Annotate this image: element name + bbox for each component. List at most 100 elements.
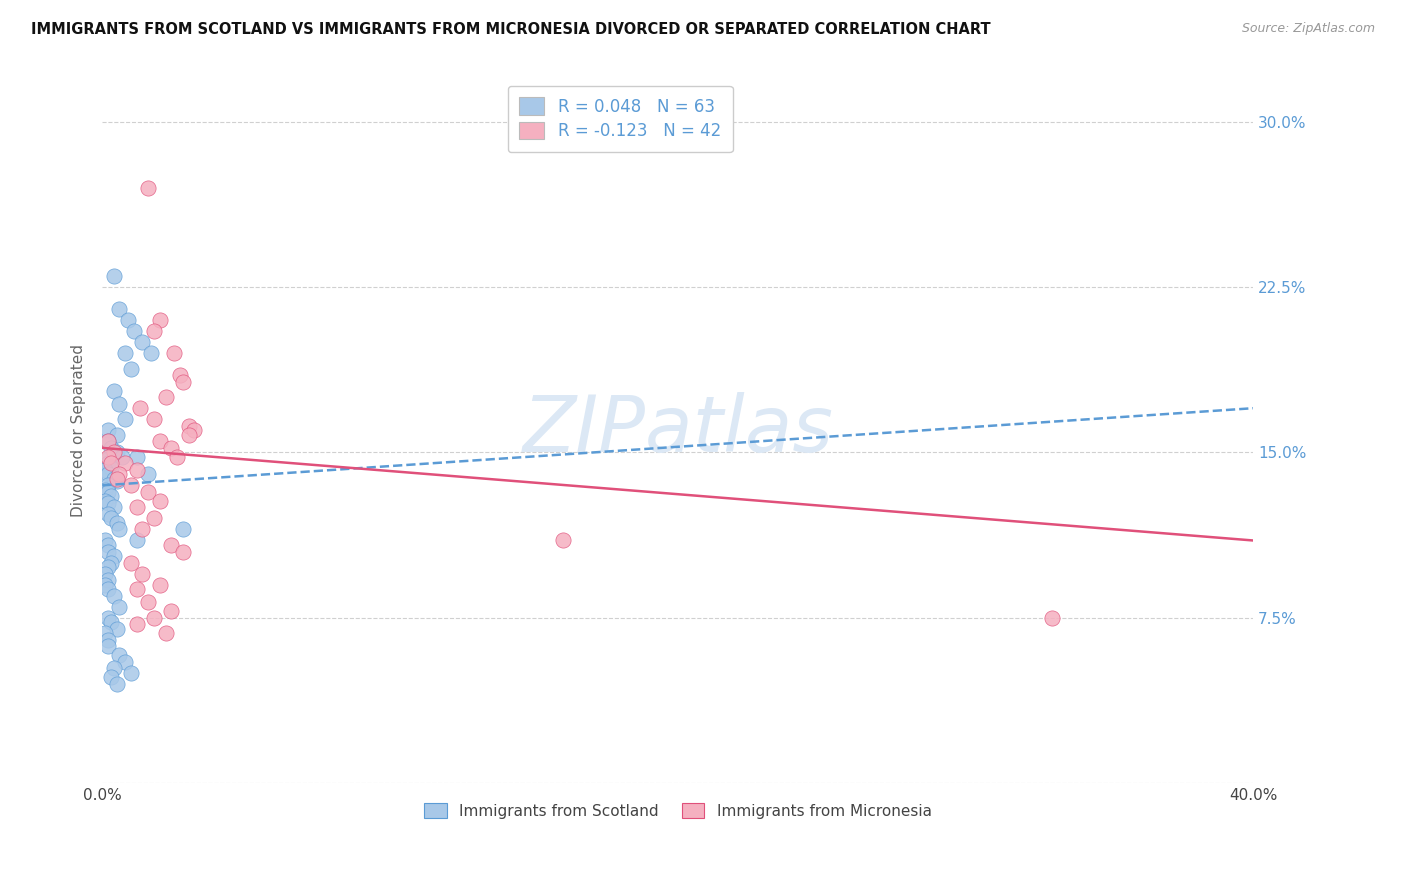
- Point: [160, 538, 183, 552]
- Point: [97, 451, 120, 466]
- Text: ZIPatlas: ZIPatlas: [522, 392, 834, 468]
- Point: [149, 313, 172, 327]
- Point: [139, 346, 162, 360]
- Point: [103, 661, 125, 675]
- Point: [94, 483, 117, 497]
- Point: [120, 361, 142, 376]
- Point: [172, 523, 194, 537]
- Point: [155, 626, 177, 640]
- Point: [143, 324, 166, 338]
- Point: [105, 445, 128, 459]
- Point: [183, 423, 205, 437]
- Point: [155, 390, 177, 404]
- Point: [131, 566, 153, 581]
- Point: [136, 467, 159, 482]
- Point: [143, 412, 166, 426]
- Point: [136, 180, 159, 194]
- Point: [100, 460, 122, 475]
- Point: [94, 577, 117, 591]
- Point: [97, 538, 120, 552]
- Point: [97, 434, 120, 449]
- Point: [103, 384, 125, 398]
- Point: [103, 549, 125, 563]
- Point: [172, 544, 194, 558]
- Point: [108, 301, 131, 316]
- Point: [97, 423, 120, 437]
- Point: [125, 533, 148, 548]
- Point: [97, 632, 120, 647]
- Point: [128, 401, 150, 416]
- Point: [97, 467, 120, 482]
- Point: [97, 485, 120, 500]
- Point: [97, 496, 120, 510]
- Point: [108, 467, 131, 482]
- Point: [97, 560, 120, 574]
- Point: [143, 610, 166, 624]
- Point: [149, 493, 172, 508]
- Point: [103, 472, 125, 486]
- Y-axis label: Divorced or Separated: Divorced or Separated: [72, 343, 86, 516]
- Point: [105, 516, 128, 530]
- Point: [149, 577, 172, 591]
- Point: [103, 589, 125, 603]
- Point: [136, 485, 159, 500]
- Point: [114, 456, 136, 470]
- Point: [100, 511, 122, 525]
- Point: [103, 268, 125, 283]
- Point: [100, 556, 122, 570]
- Point: [105, 622, 128, 636]
- Point: [114, 655, 136, 669]
- Point: [97, 507, 120, 521]
- Point: [120, 556, 142, 570]
- Point: [100, 456, 122, 470]
- Point: [97, 573, 120, 587]
- Point: [97, 610, 120, 624]
- Point: [160, 604, 183, 618]
- Point: [131, 523, 153, 537]
- Point: [177, 427, 200, 442]
- Text: Source: ZipAtlas.com: Source: ZipAtlas.com: [1241, 22, 1375, 36]
- Point: [125, 500, 148, 515]
- Point: [103, 445, 125, 459]
- Point: [97, 434, 120, 449]
- Point: [105, 677, 128, 691]
- Point: [136, 595, 159, 609]
- Point: [172, 375, 194, 389]
- Point: [97, 456, 120, 470]
- Point: [108, 397, 131, 411]
- Point: [163, 346, 186, 360]
- Point: [97, 582, 120, 596]
- Point: [117, 313, 139, 327]
- Point: [100, 441, 122, 455]
- Point: [108, 648, 131, 662]
- Point: [94, 626, 117, 640]
- Point: [149, 434, 172, 449]
- Point: [100, 489, 122, 503]
- Point: [100, 670, 122, 684]
- Point: [166, 450, 188, 464]
- Point: [94, 533, 117, 548]
- Point: [94, 463, 117, 477]
- Point: [103, 500, 125, 515]
- Point: [97, 640, 120, 654]
- Point: [114, 346, 136, 360]
- Point: [108, 599, 131, 614]
- Point: [94, 566, 117, 581]
- Point: [97, 478, 120, 492]
- Point: [125, 582, 148, 596]
- Point: [551, 533, 574, 548]
- Point: [100, 615, 122, 629]
- Point: [97, 544, 120, 558]
- Point: [125, 450, 148, 464]
- Point: [105, 427, 128, 442]
- Point: [111, 450, 134, 464]
- Point: [108, 523, 131, 537]
- Point: [114, 412, 136, 426]
- Point: [125, 617, 148, 632]
- Point: [1040, 610, 1063, 624]
- Point: [160, 441, 183, 455]
- Point: [143, 511, 166, 525]
- Point: [97, 450, 120, 464]
- Point: [131, 334, 153, 349]
- Point: [105, 474, 128, 488]
